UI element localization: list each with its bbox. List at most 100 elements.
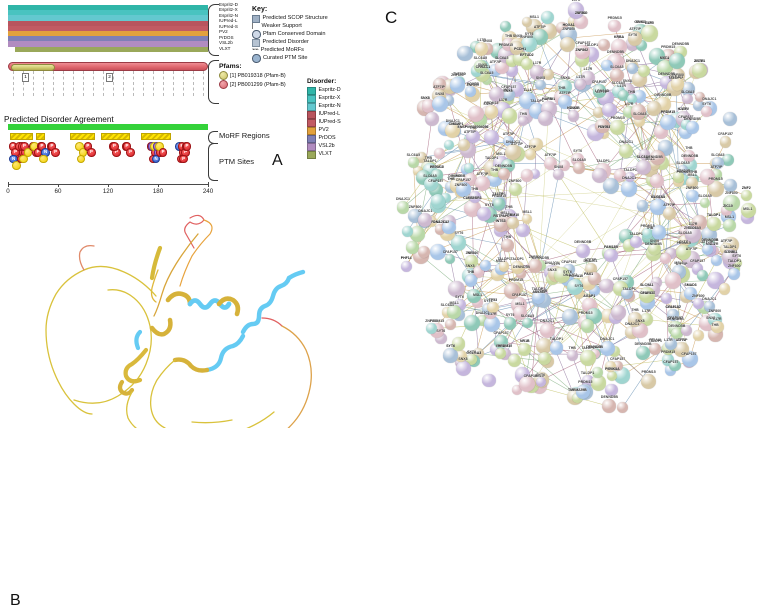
network-node-label: SNX8	[569, 106, 578, 110]
network-node[interactable]	[621, 180, 638, 197]
protein-structure-model	[0, 200, 375, 428]
network-node[interactable]	[637, 200, 649, 212]
network-node[interactable]	[641, 25, 658, 42]
network-node-label: MSL1	[725, 215, 734, 219]
network-node[interactable]	[431, 194, 445, 208]
network-node[interactable]	[464, 315, 480, 331]
network-node[interactable]	[519, 376, 535, 392]
network-node[interactable]	[397, 201, 410, 214]
network-node-label: PRDM15	[499, 43, 513, 47]
disorder-legend-label: VSL2b	[319, 143, 335, 151]
disorder-legend-label: VLXT	[319, 151, 332, 159]
network-node-label: MSL1	[523, 210, 532, 214]
network-node[interactable]	[521, 58, 533, 70]
network-node[interactable]	[604, 249, 617, 262]
disorder-color-swatch-icon	[307, 119, 316, 127]
network-node[interactable]	[630, 236, 642, 248]
network-node[interactable]	[636, 160, 651, 175]
network-node[interactable]	[661, 293, 672, 304]
network-node-label: ATF7IP	[476, 172, 488, 176]
ptm-site-P: P	[183, 142, 192, 151]
network-node[interactable]	[610, 120, 625, 135]
network-node[interactable]	[522, 318, 533, 329]
network-node-label: L17R	[642, 309, 651, 313]
network-node-label: SNX8	[547, 268, 556, 272]
network-node[interactable]	[560, 37, 575, 52]
network-node[interactable]	[450, 77, 466, 93]
network-node[interactable]	[619, 144, 633, 158]
network-node[interactable]	[693, 330, 704, 341]
network-node-label: CFAP157	[494, 331, 509, 335]
morf-segment	[101, 133, 129, 140]
network-node[interactable]	[568, 110, 579, 121]
network-node[interactable]	[502, 108, 518, 124]
pfam-domain-1-region	[11, 64, 55, 70]
network-node-label: SLC6A5	[681, 90, 694, 94]
network-node[interactable]	[724, 179, 737, 192]
network-node[interactable]	[639, 287, 655, 303]
network-node-label: PCDH1	[514, 47, 526, 51]
network-node[interactable]	[719, 283, 731, 295]
network-node-label: TALDP1	[497, 257, 510, 261]
network-node[interactable]	[617, 402, 628, 413]
network-node-label: SNX8	[706, 316, 715, 320]
network-node-label: ZNF800	[425, 319, 438, 323]
network-node[interactable]	[599, 279, 613, 293]
network-node-label: ZNF800	[686, 186, 699, 190]
network-node-label: ZNF800	[409, 205, 422, 209]
network-node[interactable]	[504, 317, 517, 330]
network-node[interactable]	[464, 163, 474, 173]
network-node-label: DENND5B	[667, 317, 684, 321]
network-node[interactable]	[432, 96, 448, 112]
network-node[interactable]	[581, 319, 594, 332]
key-title: Key:	[252, 6, 328, 14]
network-node[interactable]	[480, 260, 491, 271]
network-node[interactable]	[507, 217, 519, 229]
network-node[interactable]	[456, 361, 471, 376]
grid-line	[93, 71, 94, 96]
network-node-label: TALDP1	[723, 245, 736, 249]
network-node-label: MSL1	[496, 152, 505, 156]
network-node[interactable]	[465, 274, 478, 287]
network-node[interactable]	[505, 144, 521, 160]
network-node[interactable]	[484, 130, 499, 145]
network-node-label: INTS3	[496, 219, 506, 223]
network-node[interactable]	[711, 255, 722, 266]
pfam-legend-item-2: [2] PB001299 (Pfam-B)	[219, 80, 286, 89]
ptm-site-P: P	[110, 142, 119, 151]
network-node[interactable]	[660, 115, 676, 131]
network-node[interactable]	[665, 272, 682, 289]
pfam-legend-title: Pfams:	[219, 63, 286, 71]
network-node[interactable]	[611, 305, 626, 320]
network-node[interactable]	[576, 244, 590, 258]
network-node[interactable]	[401, 261, 412, 272]
network-node[interactable]	[521, 169, 533, 181]
network-node[interactable]	[540, 323, 555, 338]
network-node[interactable]	[501, 239, 513, 251]
network-node-label: DNAJC1	[626, 59, 640, 63]
network-node-label: SYT6	[467, 350, 476, 354]
network-node-label: MSL1	[706, 242, 715, 246]
network-node-label: DNAJC1	[600, 337, 614, 341]
network-node[interactable]	[647, 101, 662, 116]
network-node-label: SLC6A5	[423, 174, 436, 178]
network-node-label: THB	[558, 86, 565, 90]
network-node[interactable]	[638, 65, 650, 77]
network-node[interactable]	[669, 53, 685, 69]
network-node[interactable]	[550, 341, 564, 355]
network-node[interactable]	[482, 374, 496, 388]
network-node[interactable]	[402, 226, 413, 237]
network-node[interactable]	[536, 377, 546, 387]
network-node-label: THB	[504, 235, 511, 239]
network-node[interactable]	[686, 121, 699, 134]
network-node[interactable]	[475, 42, 489, 56]
network-node[interactable]	[485, 105, 498, 118]
network-node[interactable]	[408, 157, 419, 168]
network-node-label: SLC6A5	[610, 65, 623, 69]
network-node[interactable]	[562, 309, 578, 325]
network-node[interactable]	[509, 183, 522, 196]
network-node[interactable]	[686, 190, 699, 203]
network-node-label: HOXA1	[563, 23, 575, 27]
network-node-label: AGAP1	[583, 294, 595, 298]
